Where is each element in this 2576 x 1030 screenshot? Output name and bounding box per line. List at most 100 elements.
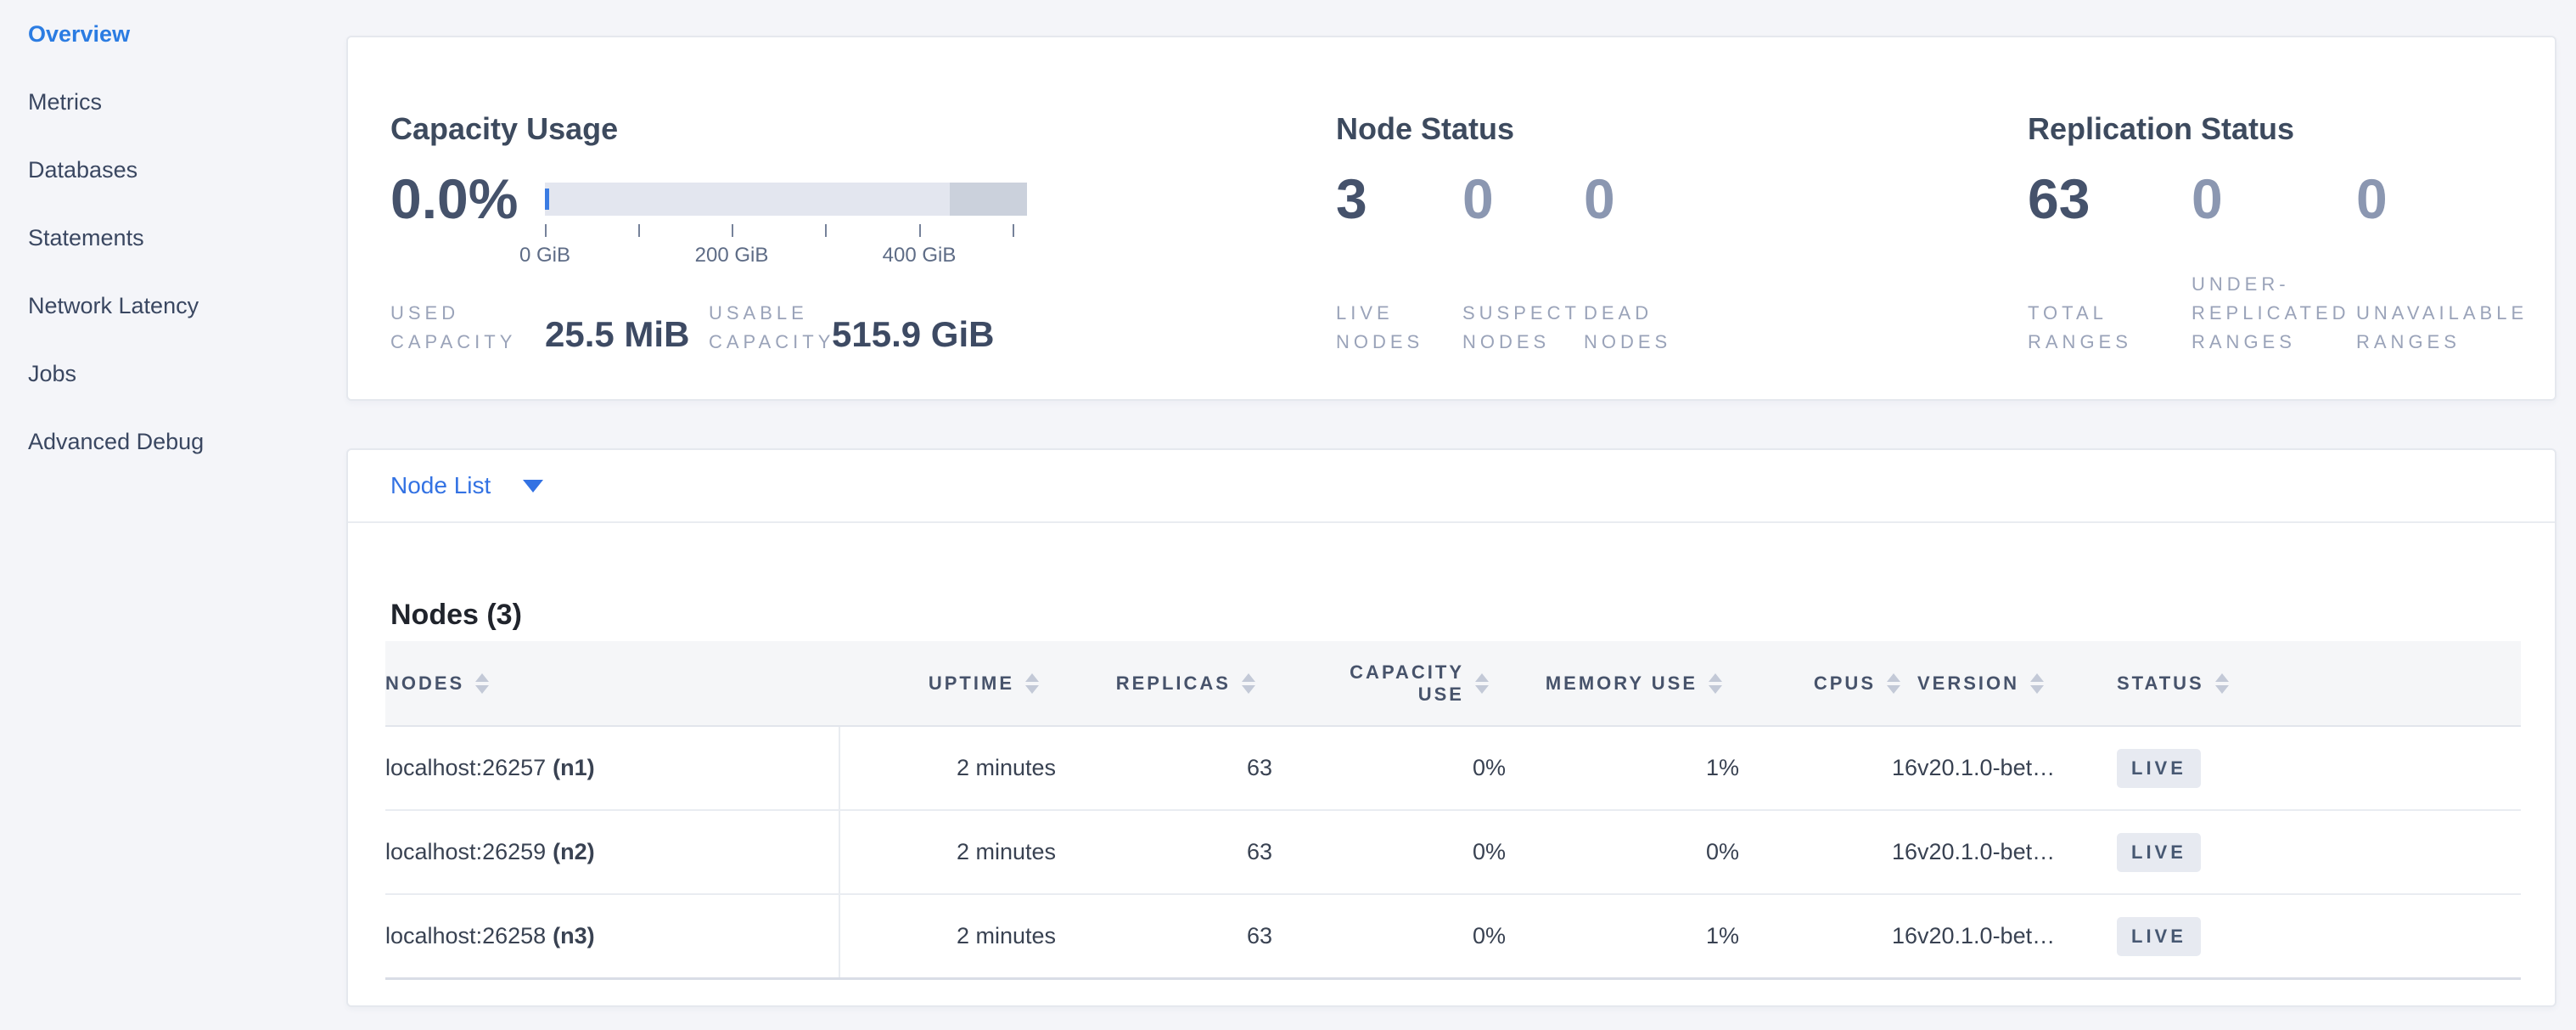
- unavailable-ranges-value: 0: [2356, 167, 2388, 230]
- sidebar-item-advanced-debug[interactable]: Advanced Debug: [28, 428, 205, 454]
- cpus-cell: 16: [1739, 894, 1917, 980]
- status-cell: LIVE: [2117, 810, 2521, 895]
- cpus-cell: 16: [1739, 726, 1917, 811]
- memory-use-cell: 1%: [1506, 726, 1739, 811]
- cluster-summary-card: Capacity Usage 0.0% 0 GiB 200 GiB 400 Gi…: [346, 36, 2556, 401]
- capacity-use-cell: 0%: [1272, 726, 1506, 811]
- sidebar-item-jobs[interactable]: Jobs: [28, 360, 77, 386]
- sort-icon: [1242, 673, 1255, 694]
- under-replicated-ranges-value: 0: [2192, 167, 2223, 230]
- capacity-use-cell: 0%: [1272, 894, 1506, 980]
- caret-down-icon: [523, 479, 544, 492]
- node-id: (n2): [553, 839, 595, 864]
- status-cell: LIVE: [2117, 726, 2521, 811]
- live-nodes-value: 3: [1336, 167, 1367, 230]
- total-ranges-label: TOTAL RANGES: [2028, 302, 2132, 352]
- axis-tick: [545, 224, 547, 237]
- column-header-version[interactable]: VERSION: [1917, 641, 2117, 727]
- capacity-percent: 0.0%: [390, 167, 519, 230]
- axis-tick: [732, 224, 733, 237]
- memory-use-cell: 0%: [1506, 810, 1739, 895]
- table-row: localhost:26257 (n1) 2 minutes 63 0% 1% 1…: [385, 726, 2521, 811]
- gauge-dark-segment: [950, 183, 1027, 216]
- node-list-dropdown-label: Node List: [390, 472, 491, 498]
- replicas-cell: 63: [1056, 726, 1272, 811]
- axis-label: 200 GiB: [694, 244, 769, 267]
- live-nodes-label: LIVE NODES: [1336, 302, 1424, 352]
- column-header-nodes[interactable]: NODES: [385, 641, 839, 727]
- suspect-nodes-label: SUSPECT NODES: [1462, 302, 1580, 352]
- sidebar-item-statements[interactable]: Statements: [28, 224, 144, 250]
- sidebar: Overview Metrics Databases Statements Ne…: [28, 0, 325, 476]
- version-cell: v20.1.0-bet…: [1917, 810, 2117, 895]
- axis-label: 0 GiB: [519, 244, 571, 267]
- sidebar-item-overview[interactable]: Overview: [28, 20, 131, 47]
- version-cell: v20.1.0-bet…: [1917, 726, 2117, 811]
- capacity-gauge: 0 GiB 200 GiB 400 GiB: [519, 183, 1027, 284]
- column-header-replicas[interactable]: REPLICAS: [1056, 641, 1272, 727]
- gauge-track: [545, 183, 1027, 216]
- suspect-nodes-value: 0: [1462, 167, 1494, 230]
- usable-capacity-value: 515.9 GiB: [832, 314, 995, 354]
- axis-tick: [638, 224, 640, 237]
- used-capacity-value: 25.5 MiB: [545, 314, 690, 354]
- node-list-card: Node List Nodes (3) NODES UPTIME: [346, 448, 2556, 1007]
- column-header-memory-use[interactable]: MEMORY USE: [1506, 641, 1739, 727]
- cpus-cell: 16: [1739, 810, 1917, 895]
- under-replicated-ranges-label: UNDER- REPLICATED RANGES: [2192, 273, 2350, 352]
- memory-use-cell: 1%: [1506, 894, 1739, 980]
- replication-status-title: Replication Status: [2028, 110, 2295, 146]
- status-badge: LIVE: [2117, 832, 2201, 872]
- usable-capacity-label: USABLE CAPACITY: [709, 302, 835, 352]
- sort-icon: [2214, 673, 2229, 694]
- sort-icon: [2030, 673, 2045, 694]
- sort-icon: [1887, 673, 1900, 694]
- status-cell: LIVE: [2117, 894, 2521, 980]
- status-badge: LIVE: [2117, 748, 2201, 788]
- nodes-section-title: Nodes (3): [390, 599, 522, 631]
- axis-tick: [1013, 224, 1014, 237]
- sidebar-item-network-latency[interactable]: Network Latency: [28, 292, 199, 318]
- sidebar-item-metrics[interactable]: Metrics: [28, 88, 102, 115]
- capacity-use-cell: 0%: [1272, 810, 1506, 895]
- column-header-status[interactable]: STATUS: [2117, 641, 2521, 727]
- replicas-cell: 63: [1056, 810, 1272, 895]
- uptime-cell: 2 minutes: [839, 810, 1056, 895]
- node-id: (n1): [553, 755, 595, 780]
- column-header-uptime[interactable]: UPTIME: [839, 641, 1056, 727]
- sort-icon: [1025, 673, 1039, 694]
- capacity-usage-title: Capacity Usage: [390, 110, 619, 146]
- table-header-row: NODES UPTIME REPLICAS CAPACITY USE MEMOR…: [385, 641, 2521, 727]
- axis-label: 400 GiB: [882, 244, 957, 267]
- dead-nodes-label: DEAD NODES: [1584, 302, 1672, 352]
- table-row: localhost:26259 (n2) 2 minutes 63 0% 0% 1…: [385, 810, 2521, 895]
- node-address-cell[interactable]: localhost:26259 (n2): [385, 810, 840, 895]
- unavailable-ranges-label: UNAVAILABLE RANGES: [2356, 302, 2528, 352]
- table-row: localhost:26258 (n3) 2 minutes 63 0% 1% 1…: [385, 894, 2521, 980]
- total-ranges-value: 63: [2028, 167, 2091, 230]
- status-badge: LIVE: [2117, 916, 2201, 956]
- node-list-dropdown[interactable]: Node List: [348, 450, 2555, 523]
- sort-icon: [475, 673, 490, 694]
- uptime-cell: 2 minutes: [839, 726, 1056, 811]
- node-id: (n3): [553, 923, 595, 948]
- gauge-used-tick: [545, 189, 549, 210]
- uptime-cell: 2 minutes: [839, 894, 1056, 980]
- sidebar-item-databases[interactable]: Databases: [28, 156, 138, 183]
- nodes-table: NODES UPTIME REPLICAS CAPACITY USE MEMOR…: [385, 641, 2521, 980]
- node-address-cell[interactable]: localhost:26258 (n3): [385, 894, 840, 980]
- version-cell: v20.1.0-bet…: [1917, 894, 2117, 980]
- column-header-cpus[interactable]: CPUS: [1739, 641, 1917, 727]
- node-address: localhost:26258: [385, 923, 547, 948]
- sort-icon: [1709, 673, 1722, 694]
- dead-nodes-value: 0: [1584, 167, 1615, 230]
- node-address: localhost:26257: [385, 755, 547, 780]
- axis-tick: [825, 224, 827, 237]
- node-status-title: Node Status: [1336, 110, 1515, 146]
- used-capacity-label: USED CAPACITY: [390, 302, 517, 352]
- node-address: localhost:26259: [385, 839, 547, 864]
- sort-icon: [1475, 673, 1489, 694]
- column-header-capacity-use[interactable]: CAPACITY USE: [1272, 641, 1506, 727]
- node-address-cell[interactable]: localhost:26257 (n1): [385, 726, 840, 811]
